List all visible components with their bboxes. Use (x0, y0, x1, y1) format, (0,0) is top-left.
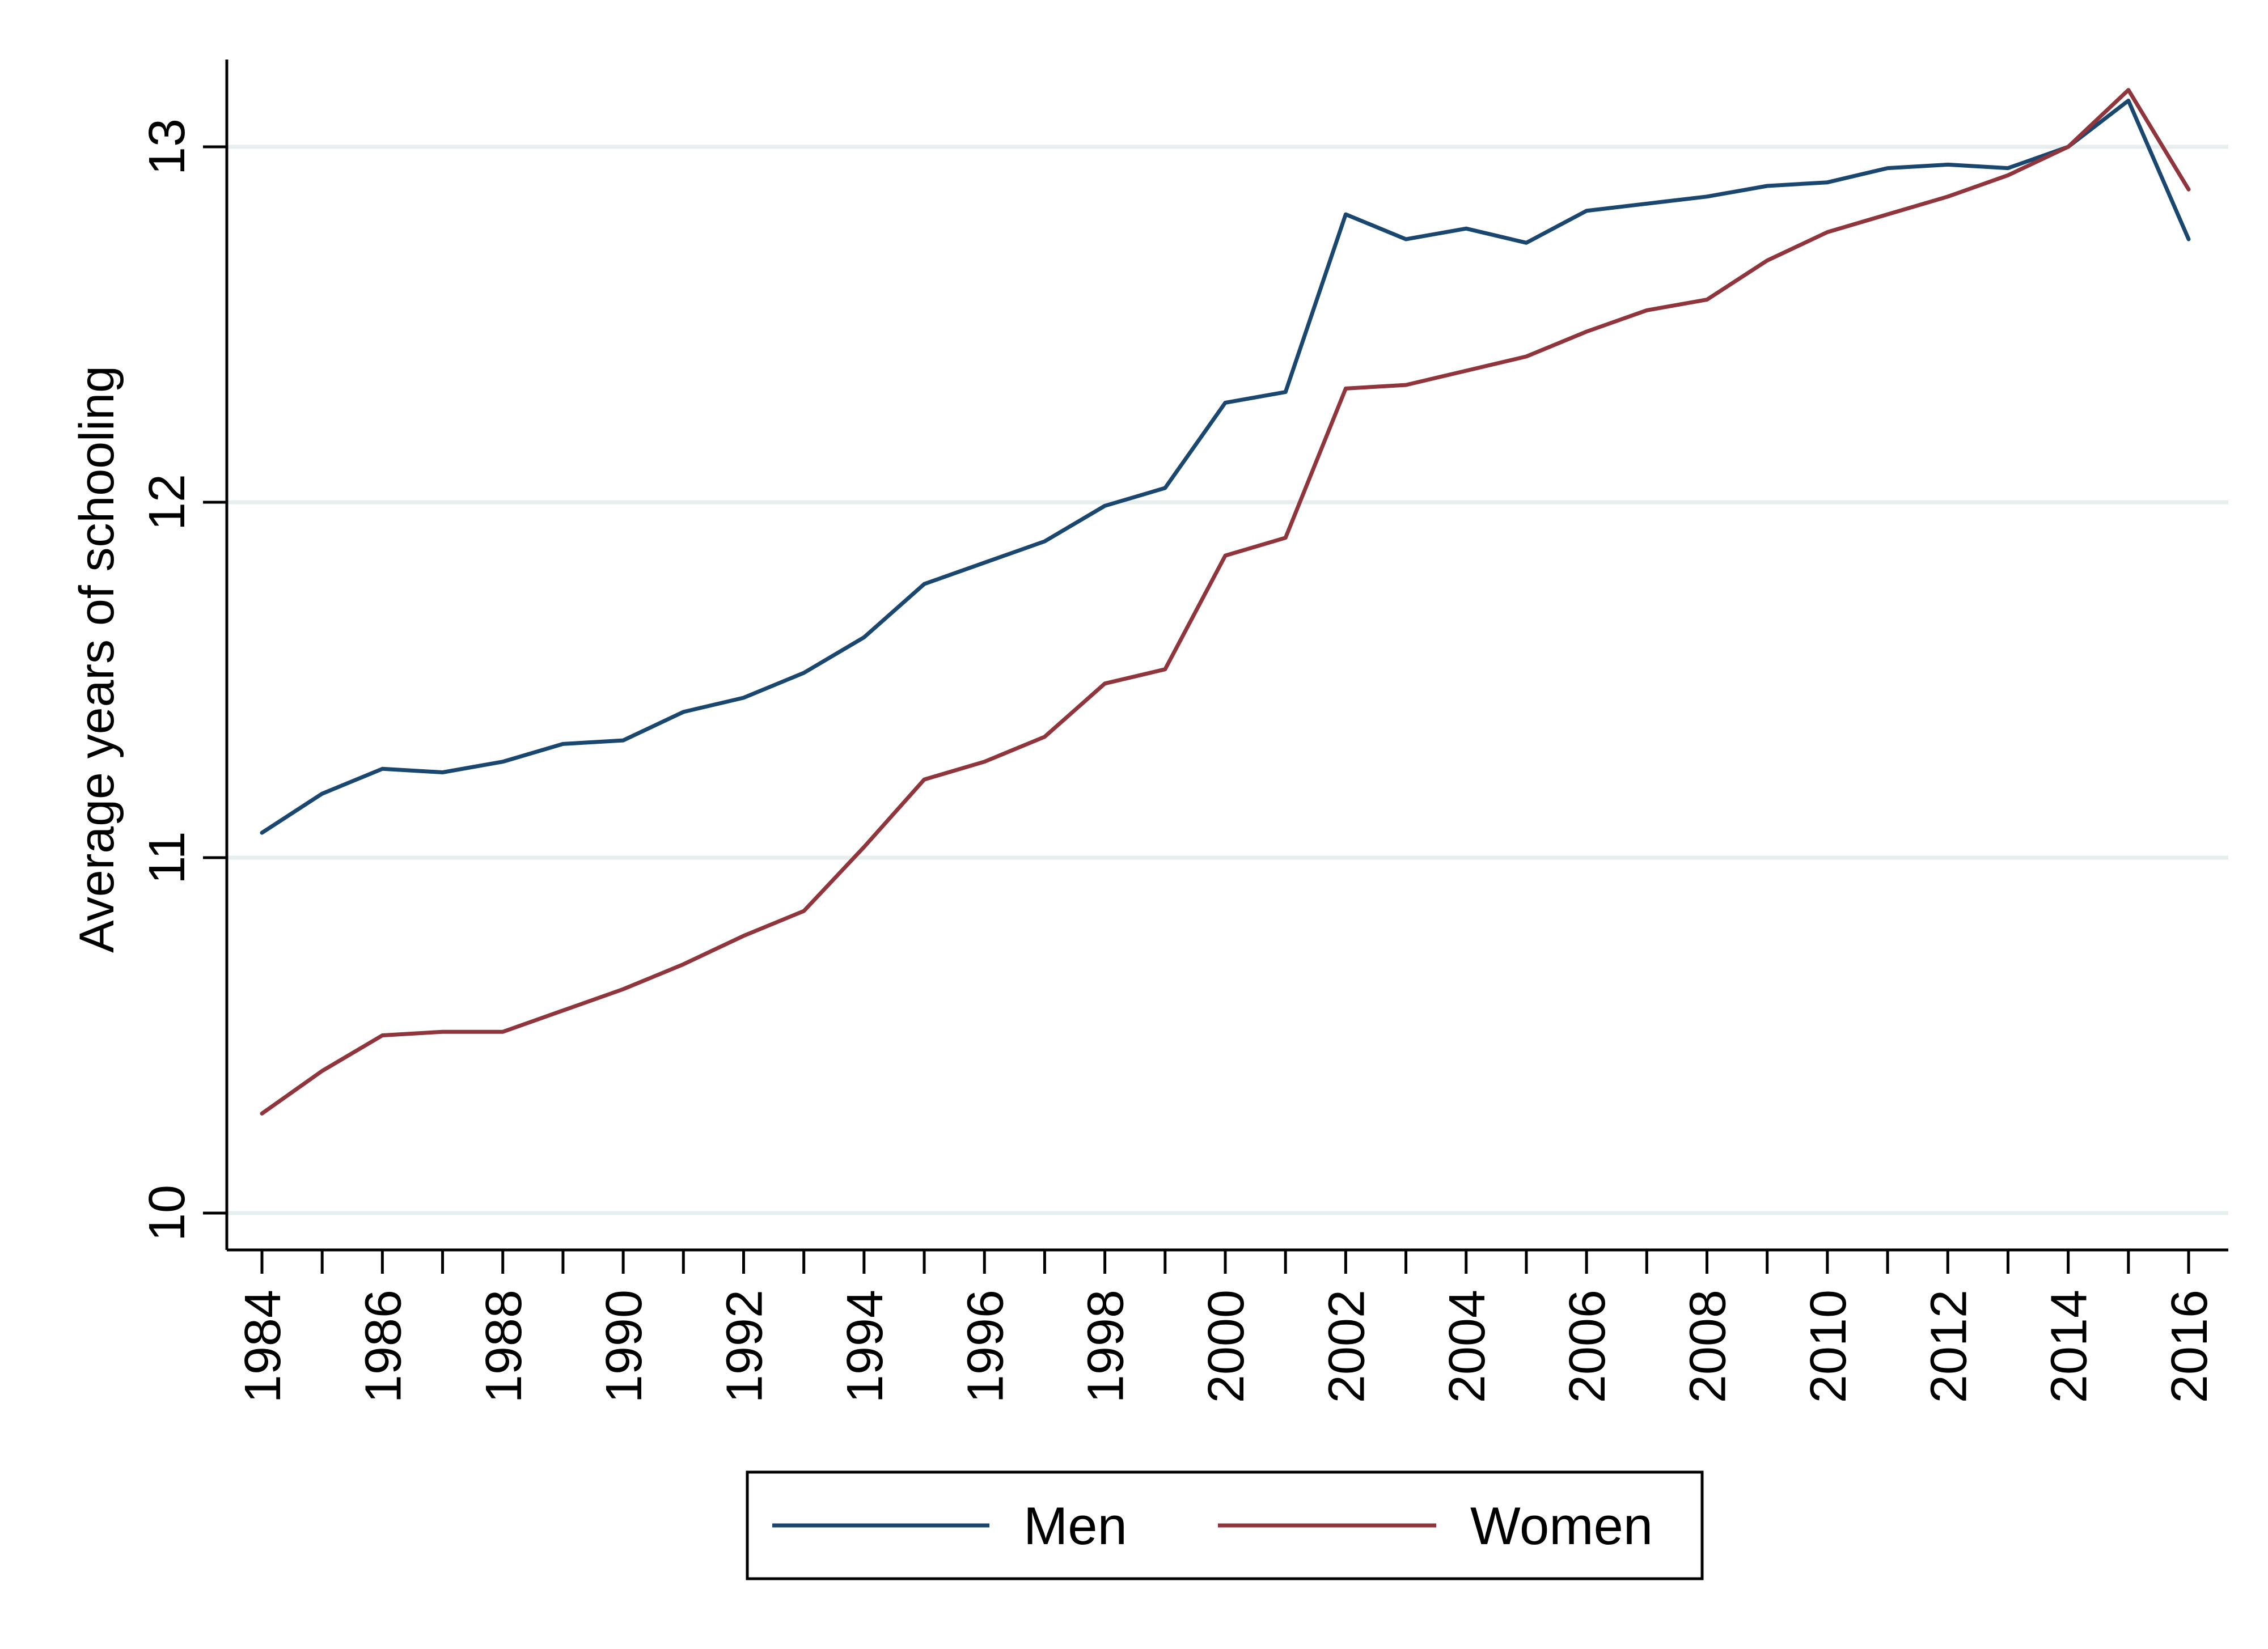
x-tick-label-1988: 1988 (476, 1290, 532, 1403)
x-tick-label-2000: 2000 (1198, 1290, 1255, 1403)
legend: Men Women (746, 1470, 1704, 1580)
x-tick-label-1986: 1986 (355, 1290, 412, 1403)
x-tick-label-2004: 2004 (1439, 1290, 1496, 1403)
y-tick-label-11: 11 (139, 831, 196, 884)
x-tick-label-1996: 1996 (957, 1290, 1014, 1403)
y-tick-label-10: 10 (139, 1185, 196, 1241)
x-tick-label-2014: 2014 (2041, 1290, 2098, 1403)
series-line-men (260, 99, 2191, 835)
x-tick-label-2008: 2008 (1680, 1290, 1737, 1403)
axes (225, 60, 2228, 1252)
y-axis-title: Average years of schooling (70, 366, 124, 953)
x-tick-label-1984: 1984 (235, 1290, 291, 1403)
x-tick-label-2010: 2010 (1800, 1290, 1857, 1403)
x-tick-label-1990: 1990 (596, 1290, 653, 1403)
x-tick-label-2002: 2002 (1318, 1290, 1375, 1403)
x-axis-ticks: 1984 1986 1988 1990 1992 1994 1996 1998 2000 2002… (235, 1250, 2218, 1403)
y-axis-ticks: 10 11 12 13 (139, 118, 227, 1241)
legend-label-women: Women (1470, 1496, 1653, 1555)
x-tick-label-2006: 2006 (1559, 1290, 1616, 1403)
gridlines (227, 145, 2228, 1215)
y-tick-label-13: 13 (139, 118, 196, 175)
x-tick-label-1994: 1994 (837, 1290, 894, 1403)
x-tick-label-2016: 2016 (2161, 1290, 2218, 1403)
x-tick-label-1992: 1992 (717, 1290, 773, 1403)
legend-label-men: Men (1023, 1496, 1127, 1555)
series-line-women (260, 88, 2191, 1116)
y-tick-label-12: 12 (139, 474, 196, 531)
series-lines (260, 88, 2191, 1116)
x-tick-label-1998: 1998 (1078, 1290, 1135, 1403)
x-tick-label-2012: 2012 (1920, 1290, 1977, 1403)
